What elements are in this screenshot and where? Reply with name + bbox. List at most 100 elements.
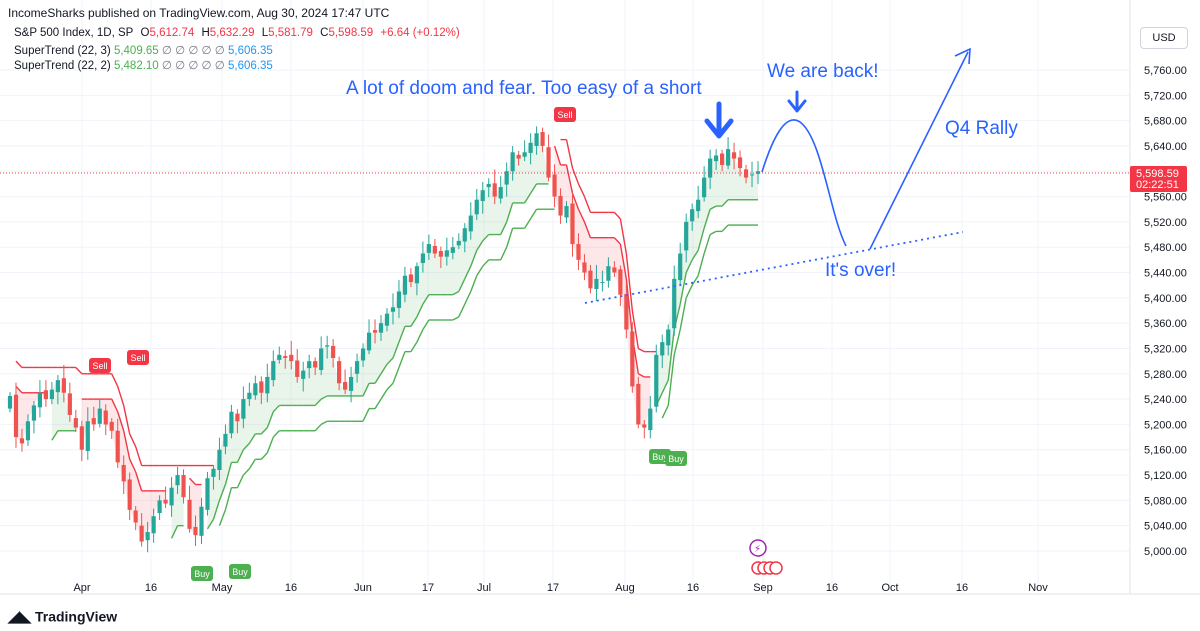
supertrend-22-3-segment [260,452,268,460]
supertrend-22-3-segment [242,468,250,476]
candlestick-series[interactable] [7,126,761,553]
candle-body [492,183,497,197]
indicator-value: 5,606.35 [227,45,273,57]
svg-text:Buy: Buy [232,567,248,577]
supertrend-22-3-segment [571,167,580,185]
supertrend-22-2-segment [380,363,388,375]
candle-body [468,215,473,232]
we-are-back-curve [761,119,847,247]
candle-body [606,266,611,281]
candle-body [61,378,66,393]
supertrend-22-2-segment [224,462,233,485]
supertrend-fill [279,354,286,406]
tradingview-logo[interactable]: ◢◣ TradingView [8,607,117,625]
symbol-text[interactable]: S&P 500 Index, 1D, SP [14,27,134,39]
candle-body [534,133,539,146]
x-tick-label: Sep [753,582,773,594]
candle-body [642,424,647,428]
indicator-empty-values: ∅ ∅ ∅ ∅ ∅ [161,45,225,57]
x-tick-label: Oct [881,582,898,594]
y-tick-label: 5,400.00 [1144,293,1187,305]
supertrend-22-3-segment [129,433,137,447]
supertrend-22-3-segment [272,430,280,438]
supertrend-22-3-segment [224,487,233,511]
supertrend-fill [716,155,723,207]
candle-body [265,376,270,394]
drawn-annotations: A lot of doom and fear. Too easy of a sh… [346,47,1018,304]
supertrend-22-3-segment [464,291,472,305]
supertrend-fill [333,357,340,396]
currency-button[interactable]: USD [1140,27,1188,49]
candle-body [576,244,581,260]
time-axis[interactable]: Apr 16 May 16 Jun 17 Jul 17 Aug 16 Sep 16 Oct 16 Nov [0,582,1200,595]
candle-body [319,348,324,370]
supertrend-22-3-segment [398,351,406,368]
indicator-row-1[interactable]: SuperTrend (22, 3) 5,409.65 ∅ ∅ ∅ ∅ ∅ 5,… [14,43,273,57]
svg-text:Buy: Buy [668,454,684,464]
candle-body [307,361,312,369]
supertrend-fill [434,253,441,295]
candle-body [241,399,246,419]
supertrend-22-3-segment [470,275,478,292]
price-axis[interactable]: 5,000.00 5,040.00 5,080.00 5,120.00 5,160.00… [1129,0,1187,594]
candle-body [444,250,449,257]
sell-signal-label: Sell [554,107,576,122]
indicator-row-2[interactable]: SuperTrend (22, 2) 5,482.10 ∅ ∅ ∅ ∅ ∅ 5,… [14,58,273,72]
supertrend-22-3-segment [530,208,538,220]
candle-body [259,381,264,393]
candle-body [67,393,72,415]
candle-body [426,244,431,253]
candle-body [516,154,521,159]
supertrend-22-3-segment [631,310,640,349]
sell-signal-label: Sell [89,358,111,373]
supertrend-22-3-segment [314,423,322,432]
supertrend-22-3-segment [637,347,645,353]
supertrend-22-2-segment [206,518,215,530]
supertrend-22-3-segment [266,436,274,454]
supertrend-22-2-segment [212,500,221,520]
candle-body [37,392,43,408]
svg-text:Sell: Sell [557,110,572,120]
y-tick-label: 5,120.00 [1144,470,1187,482]
supertrend-fill [21,392,28,444]
candle-body [121,464,126,482]
candle-body [229,411,234,434]
annotation-doom: A lot of doom and fear. Too easy of a sh… [346,78,702,99]
candle-body [420,253,425,264]
candle-body [552,174,557,197]
supertrend-22-3-segment [685,284,693,299]
candle-body [570,203,575,245]
supertrend-fill [285,357,292,406]
x-tick-label: 17 [547,582,559,594]
candle-body [253,383,258,396]
candle-body [432,245,437,254]
high-label: H [201,27,210,39]
supertrend-22-2-segment [583,221,592,238]
supertrend-22-3-segment [613,211,621,220]
candle-body [402,275,408,295]
supertrend-22-2-segment [577,208,586,223]
candle-body [97,408,102,424]
supertrend-22-2-segment [416,303,424,318]
candle-body [690,209,695,222]
y-tick-label: 5,320.00 [1144,343,1187,355]
y-tick-label: 5,080.00 [1144,495,1187,507]
supertrend-22-2-segment [661,379,669,394]
supertrend-22-2-segment [248,433,256,444]
supertrend-22-2-segment [266,411,274,428]
y-tick-label: 5,760.00 [1144,65,1187,77]
candle-body [702,177,707,198]
price-tag-countdown: 02:22:51 [1136,179,1179,191]
supertrend-22-3-segment [661,405,669,419]
supertrend-fill [153,490,160,517]
candle-body [331,345,336,358]
supertrend-22-2-segment [117,411,125,431]
y-tick-label: 5,160.00 [1144,445,1187,457]
event-icons[interactable]: ⚡ [749,539,783,575]
supertrend-22-2-segment [679,272,687,305]
candle-body [193,526,198,536]
candle-body [510,152,515,172]
supertrend-22-2-segment [667,329,675,381]
supertrend-22-3-segment [667,354,675,406]
